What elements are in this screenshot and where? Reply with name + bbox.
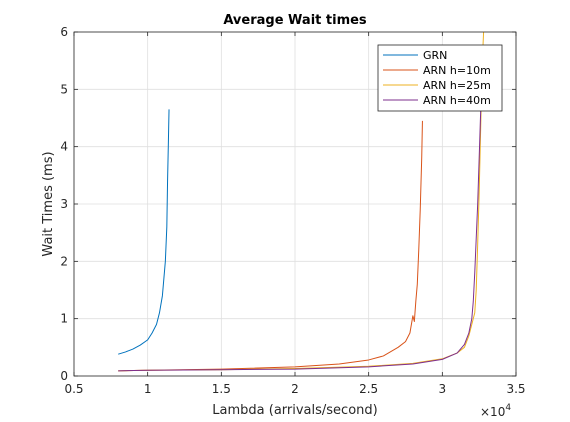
x-tick-label: 1.5 bbox=[212, 382, 231, 396]
y-tick-label: 6 bbox=[60, 25, 68, 39]
legend-entry: GRN bbox=[423, 49, 447, 62]
legend: GRN ARN h=10m ARN h=25m ARN h=40m bbox=[377, 44, 503, 112]
chart-title: Average Wait times bbox=[223, 13, 367, 28]
series-group bbox=[118, 31, 485, 372]
x-tick-label: 3 bbox=[439, 382, 447, 396]
y-tick-label: 1 bbox=[60, 312, 68, 326]
ticks: 0.5 1 1.5 2 2.5 3 3.5 0 1 2 3 4 5 6 bbox=[60, 25, 525, 396]
y-tick-label: 2 bbox=[60, 254, 68, 268]
x-axis-multiplier: ×104 bbox=[480, 403, 511, 419]
y-tick-label: 3 bbox=[60, 197, 68, 211]
series-line-grn bbox=[118, 109, 170, 355]
y-tick-label: 5 bbox=[60, 82, 68, 96]
x-tick-label: 2.5 bbox=[359, 382, 378, 396]
legend-entry: ARN h=10m bbox=[423, 64, 491, 77]
series-line-arn-h-40m bbox=[118, 66, 483, 372]
x-tick-label: 3.5 bbox=[506, 382, 525, 396]
y-tick-label: 4 bbox=[60, 140, 68, 154]
legend-entry: ARN h=40m bbox=[423, 94, 491, 107]
x-tick-label: 1 bbox=[144, 382, 152, 396]
x-tick-label: 0.5 bbox=[64, 382, 83, 396]
y-tick-label: 0 bbox=[60, 369, 68, 383]
x-axis-multiplier-exponent: 4 bbox=[505, 403, 511, 413]
y-axis-label: Wait Times (ms) bbox=[41, 151, 56, 256]
legend-entry: ARN h=25m bbox=[423, 79, 491, 92]
x-axis-multiplier-base: ×10 bbox=[480, 405, 505, 419]
x-tick-label: 2 bbox=[291, 382, 299, 396]
x-axis-label: Lambda (arrivals/second) bbox=[212, 403, 377, 418]
series-line-arn-h-10m bbox=[118, 120, 423, 372]
